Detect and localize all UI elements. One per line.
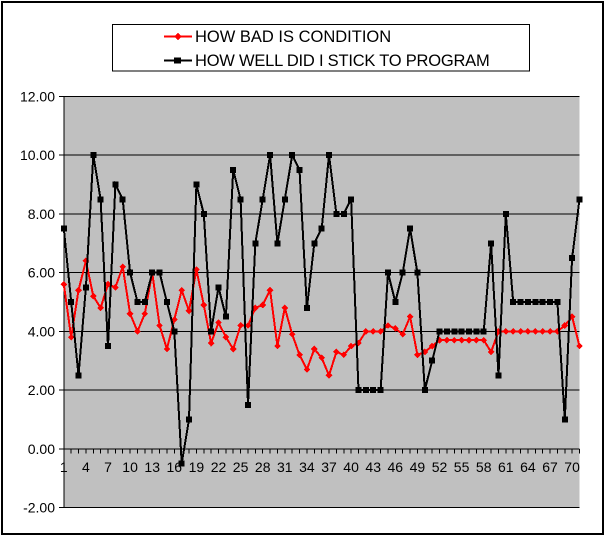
svg-text:31: 31 <box>277 459 293 475</box>
svg-text:61: 61 <box>498 459 514 475</box>
svg-text:37: 37 <box>321 459 337 475</box>
svg-text:12.00: 12.00 <box>20 89 55 105</box>
svg-text:58: 58 <box>476 459 492 475</box>
svg-text:1: 1 <box>60 459 68 475</box>
svg-text:2.00: 2.00 <box>28 382 55 398</box>
svg-text:4: 4 <box>82 459 90 475</box>
svg-text:40: 40 <box>343 459 359 475</box>
svg-text:25: 25 <box>233 459 249 475</box>
svg-text:46: 46 <box>388 459 404 475</box>
svg-text:8.00: 8.00 <box>28 206 55 222</box>
svg-text:0.00: 0.00 <box>28 441 55 457</box>
svg-text:64: 64 <box>520 459 536 475</box>
svg-text:13: 13 <box>144 459 160 475</box>
svg-text:-2.00: -2.00 <box>23 500 55 516</box>
svg-text:10: 10 <box>122 459 138 475</box>
svg-text:10.00: 10.00 <box>20 147 55 163</box>
svg-text:49: 49 <box>410 459 426 475</box>
svg-text:43: 43 <box>365 459 381 475</box>
svg-text:55: 55 <box>454 459 470 475</box>
svg-text:70: 70 <box>564 459 580 475</box>
svg-text:34: 34 <box>299 459 315 475</box>
svg-text:4.00: 4.00 <box>28 323 55 339</box>
svg-text:19: 19 <box>189 459 205 475</box>
svg-text:67: 67 <box>542 459 558 475</box>
svg-text:16: 16 <box>167 459 183 475</box>
svg-text:22: 22 <box>211 459 227 475</box>
svg-text:HOW BAD IS CONDITION: HOW BAD IS CONDITION <box>195 28 391 46</box>
svg-text:7: 7 <box>104 459 112 475</box>
svg-text:52: 52 <box>432 459 448 475</box>
svg-text:HOW WELL DID I STICK TO PROGRA: HOW WELL DID I STICK TO PROGRAM <box>195 52 490 70</box>
svg-text:28: 28 <box>255 459 271 475</box>
svg-text:6.00: 6.00 <box>28 265 55 281</box>
